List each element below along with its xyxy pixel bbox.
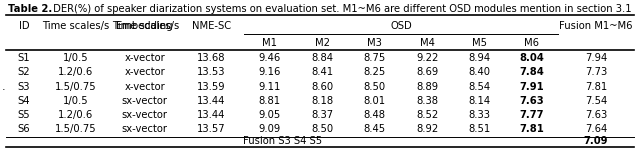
Text: 13.59: 13.59 — [197, 82, 226, 92]
Text: 13.57: 13.57 — [197, 124, 226, 134]
Text: M4: M4 — [420, 38, 435, 48]
Text: x-vector: x-vector — [124, 82, 165, 92]
Text: x-vector: x-vector — [124, 67, 165, 77]
Text: 7.54: 7.54 — [585, 96, 607, 106]
Text: 7.81: 7.81 — [585, 82, 607, 92]
Text: 8.51: 8.51 — [468, 124, 491, 134]
Text: .: . — [1, 82, 5, 92]
Text: 7.84: 7.84 — [520, 67, 545, 77]
Text: 7.63: 7.63 — [585, 110, 607, 120]
Text: M1: M1 — [262, 38, 277, 48]
Text: 8.54: 8.54 — [468, 82, 491, 92]
Text: 8.81: 8.81 — [259, 96, 281, 106]
Text: NME-SC: NME-SC — [192, 21, 231, 31]
Text: 8.92: 8.92 — [416, 124, 438, 134]
Text: Table 2.: Table 2. — [8, 3, 52, 14]
Text: 9.11: 9.11 — [259, 82, 281, 92]
Text: 1.5/0.75: 1.5/0.75 — [55, 124, 97, 134]
Text: 8.01: 8.01 — [364, 96, 386, 106]
Text: S1: S1 — [17, 53, 30, 63]
Text: 8.50: 8.50 — [311, 124, 333, 134]
Text: 8.52: 8.52 — [416, 110, 438, 120]
Text: 8.33: 8.33 — [468, 110, 490, 120]
Text: Time scales/s: Time scales/s — [42, 21, 109, 31]
Text: 13.53: 13.53 — [197, 67, 226, 77]
Text: 8.18: 8.18 — [311, 96, 333, 106]
Text: ID: ID — [19, 21, 29, 31]
Text: 8.37: 8.37 — [311, 110, 333, 120]
Text: DER(%) of speaker diarization systems on evaluation set. M1~M6 are different OSD: DER(%) of speaker diarization systems on… — [51, 3, 632, 14]
Text: 8.14: 8.14 — [468, 96, 491, 106]
Text: 13.44: 13.44 — [197, 110, 226, 120]
Text: M3: M3 — [367, 38, 382, 48]
Text: 8.38: 8.38 — [416, 96, 438, 106]
Text: 9.16: 9.16 — [259, 67, 281, 77]
Text: Fusion M1~M6: Fusion M1~M6 — [559, 21, 633, 31]
Text: S5: S5 — [17, 110, 30, 120]
Text: 9.22: 9.22 — [416, 53, 438, 63]
Text: 1.5/0.75: 1.5/0.75 — [55, 82, 97, 92]
Text: 1.2/0.6: 1.2/0.6 — [58, 110, 93, 120]
Text: 8.45: 8.45 — [364, 124, 386, 134]
Text: 7.63: 7.63 — [520, 96, 544, 106]
Text: 8.84: 8.84 — [311, 53, 333, 63]
Text: 8.41: 8.41 — [311, 67, 333, 77]
Text: 8.25: 8.25 — [364, 67, 386, 77]
Text: 7.94: 7.94 — [585, 53, 607, 63]
Text: x-vector: x-vector — [124, 53, 165, 63]
Text: 9.09: 9.09 — [259, 124, 281, 134]
Text: 7.77: 7.77 — [520, 110, 544, 120]
Text: M2: M2 — [315, 38, 330, 48]
Text: 8.75: 8.75 — [364, 53, 386, 63]
Text: 8.50: 8.50 — [364, 82, 386, 92]
Text: 8.48: 8.48 — [364, 110, 386, 120]
Text: 1.2/0.6: 1.2/0.6 — [58, 67, 93, 77]
Text: Fusion S3 S4 S5: Fusion S3 S4 S5 — [243, 136, 322, 146]
Text: 9.05: 9.05 — [259, 110, 281, 120]
Text: S6: S6 — [17, 124, 30, 134]
Text: 7.81: 7.81 — [520, 124, 545, 134]
Text: 1/0.5: 1/0.5 — [63, 53, 89, 63]
Text: sx-vector: sx-vector — [122, 110, 168, 120]
Text: OSD: OSD — [390, 21, 412, 31]
Text: 13.44: 13.44 — [197, 96, 226, 106]
Text: 7.64: 7.64 — [585, 124, 607, 134]
Text: 8.40: 8.40 — [468, 67, 490, 77]
Text: 8.89: 8.89 — [416, 82, 438, 92]
Text: S2: S2 — [17, 67, 30, 77]
Text: 7.91: 7.91 — [520, 82, 545, 92]
Text: 8.69: 8.69 — [416, 67, 438, 77]
Text: 8.60: 8.60 — [311, 82, 333, 92]
Text: sx-vector: sx-vector — [122, 96, 168, 106]
Text: 7.73: 7.73 — [585, 67, 607, 77]
Text: Time scales/s: Time scales/s — [111, 21, 179, 31]
Text: 9.46: 9.46 — [259, 53, 281, 63]
Text: S3: S3 — [18, 82, 30, 92]
Text: 8.94: 8.94 — [468, 53, 491, 63]
Text: 1/0.5: 1/0.5 — [63, 96, 89, 106]
Text: sx-vector: sx-vector — [122, 124, 168, 134]
Text: M6: M6 — [524, 38, 540, 48]
Text: M5: M5 — [472, 38, 487, 48]
Text: 7.09: 7.09 — [584, 136, 608, 146]
Text: Embedding: Embedding — [116, 21, 173, 31]
Text: 13.68: 13.68 — [197, 53, 226, 63]
Text: 8.04: 8.04 — [520, 53, 545, 63]
Text: S4: S4 — [18, 96, 30, 106]
